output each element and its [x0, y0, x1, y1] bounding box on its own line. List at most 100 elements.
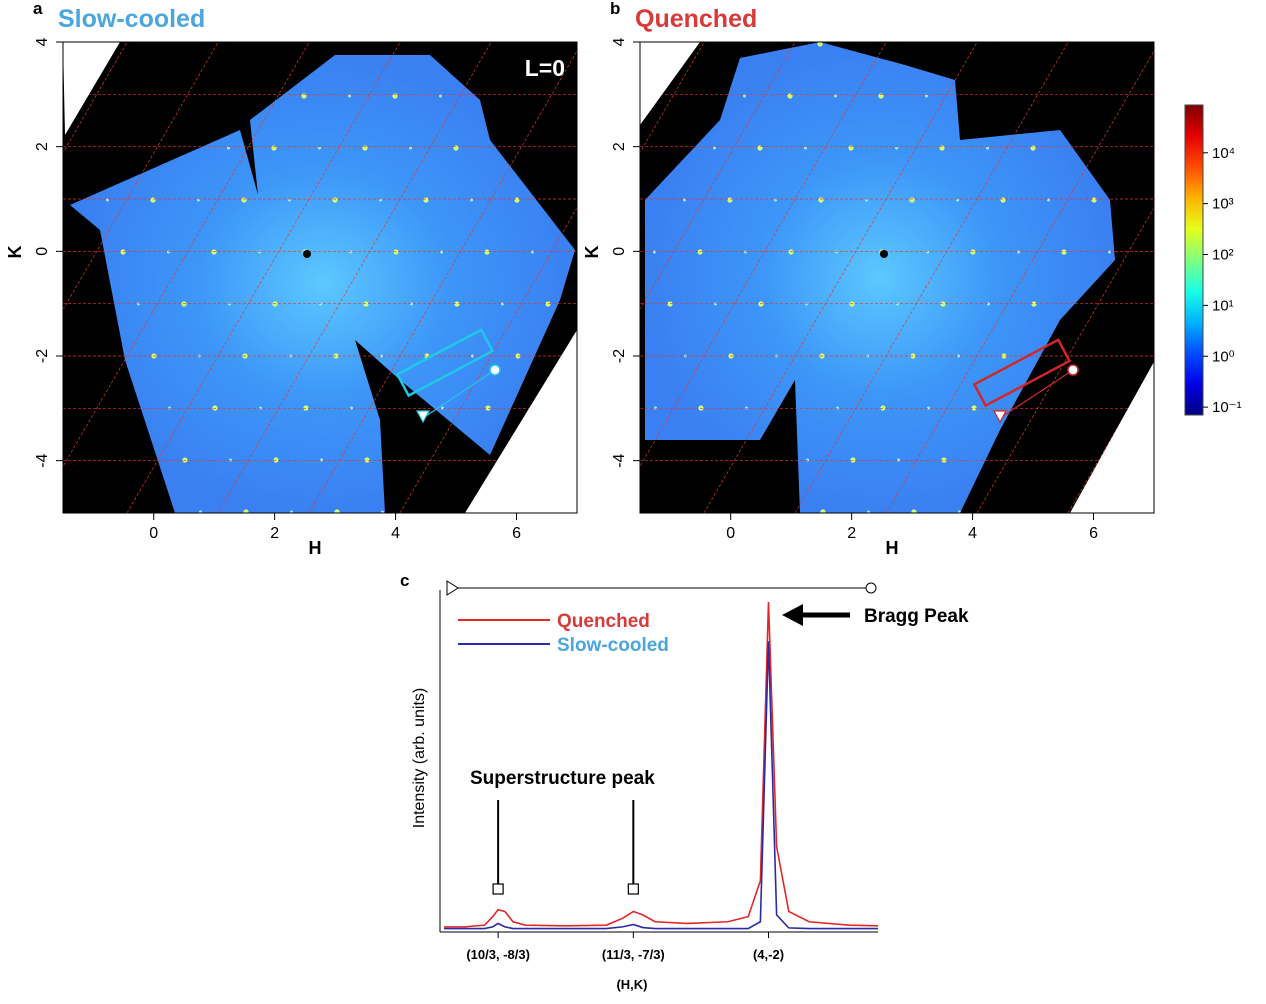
blind-region: [1070, 360, 1155, 513]
diffraction-spot: [926, 250, 929, 254]
lattice-line: [63, 42, 219, 311]
x-tick-label: 2: [847, 525, 856, 542]
diffraction-spot: [986, 146, 989, 150]
diffraction-spot: [757, 145, 763, 151]
diffraction-spot: [243, 509, 249, 513]
cut-start: [415, 410, 431, 424]
x-tick-label: (10/3, -8/3): [466, 947, 530, 962]
data-line: [444, 641, 878, 930]
diffraction-spot: [227, 146, 230, 150]
beam-stop: [303, 250, 311, 258]
colorbar-tick-label: 10⁰: [1212, 348, 1235, 365]
x-tick-label: (11/3, -7/3): [602, 947, 665, 962]
diffraction-spot: [349, 250, 352, 254]
annotation: L=0: [525, 55, 565, 81]
diffraction-spot: [320, 458, 323, 462]
panel-title: Quenched: [635, 5, 757, 33]
diffraction-spot: [501, 302, 504, 306]
diffraction-spot: [167, 250, 170, 254]
diffraction-spot: [878, 93, 884, 99]
diffraction-spot: [258, 250, 261, 254]
detector-coverage: [645, 42, 1115, 513]
plot-frame: [62, 41, 578, 514]
diffraction-spot: [806, 458, 809, 462]
x-tick-label: (4,-2): [753, 947, 784, 962]
diffraction-spot: [1061, 249, 1067, 255]
cut-path: [999, 369, 1074, 419]
lattice-line: [640, 42, 796, 311]
annotation: Superstructure peak: [470, 768, 655, 789]
diffraction-spot: [925, 94, 928, 98]
diffraction-spot: [1031, 301, 1037, 307]
cut-region: [395, 328, 495, 398]
diffraction-spot: [788, 249, 794, 255]
y-axis-label: K: [5, 246, 25, 259]
cut-start: [992, 410, 1008, 424]
x-tick-label: 4: [391, 525, 400, 542]
diffraction-spot: [423, 197, 429, 203]
diffraction-spot: [897, 458, 900, 462]
lattice-line: [0, 42, 67, 513]
x-tick-label: 0: [726, 525, 735, 542]
diffraction-spot: [744, 250, 747, 254]
diffraction-spot: [362, 145, 368, 151]
diffraction-spot: [364, 457, 370, 463]
diffraction-spot: [441, 406, 444, 410]
diffraction-spot: [439, 94, 442, 98]
blind-region: [63, 42, 120, 135]
diffraction-spot: [820, 509, 826, 513]
y-axis-label: Intensity (arb. units): [411, 688, 428, 829]
diffraction-spot: [727, 197, 733, 203]
arrow-head: [782, 604, 803, 626]
lattice-line: [1250, 42, 1266, 513]
diffraction-spot: [653, 250, 656, 254]
diffraction-spot: [787, 93, 793, 99]
diffraction-spot: [1000, 197, 1006, 203]
diffraction-spot: [957, 354, 960, 358]
diffraction-spot: [834, 94, 837, 98]
diffraction-spot: [817, 42, 823, 47]
diffraction-spot: [454, 301, 460, 307]
x-tick-label: 0: [149, 525, 158, 542]
lattice-line: [399, 207, 577, 513]
diffraction-spot: [350, 406, 353, 410]
diffraction-spot: [939, 145, 945, 151]
diffraction-spot: [971, 405, 977, 411]
diffraction-spot: [150, 197, 156, 203]
diffraction-spot: [804, 146, 807, 150]
cut-path: [422, 369, 496, 419]
blind-region: [640, 42, 700, 125]
panel-label: c: [400, 571, 409, 590]
colorbar-tick-label: 10⁻¹: [1212, 399, 1242, 416]
annotation-marker: [627, 883, 639, 895]
diffraction-spot: [1030, 145, 1036, 151]
x-tick-label: 2: [270, 525, 279, 542]
diffraction-spot: [229, 458, 232, 462]
plot-frame: [639, 41, 1155, 514]
y-tick-label: 4: [611, 37, 628, 46]
diffraction-spot: [895, 146, 898, 150]
x-axis-label: H: [886, 538, 899, 558]
diffraction-spot: [697, 249, 703, 255]
diffraction-spot: [380, 354, 383, 358]
diffraction-spot: [211, 249, 217, 255]
diffraction-spot: [848, 145, 854, 151]
legend-label: Quenched: [557, 611, 650, 632]
y-axis-label: K: [582, 246, 602, 259]
lattice-line: [1067, 364, 1154, 513]
diffraction-spot: [392, 93, 398, 99]
x-axis-label: H: [309, 538, 322, 558]
diffraction-spot: [818, 197, 824, 203]
colorbar-tick-label: 10³: [1212, 196, 1234, 213]
panel-title: Slow-cooled: [58, 5, 205, 33]
diffraction-spot: [182, 457, 188, 463]
diffraction-spot: [332, 197, 338, 203]
diffraction-spot: [410, 302, 413, 306]
y-tick-label: 2: [34, 142, 51, 151]
y-tick-label: -4: [34, 453, 51, 467]
annotation: Bragg Peak: [864, 606, 969, 627]
y-tick-label: 4: [34, 37, 51, 46]
diffraction-spot: [1108, 250, 1111, 254]
diffraction-spot: [273, 457, 279, 463]
